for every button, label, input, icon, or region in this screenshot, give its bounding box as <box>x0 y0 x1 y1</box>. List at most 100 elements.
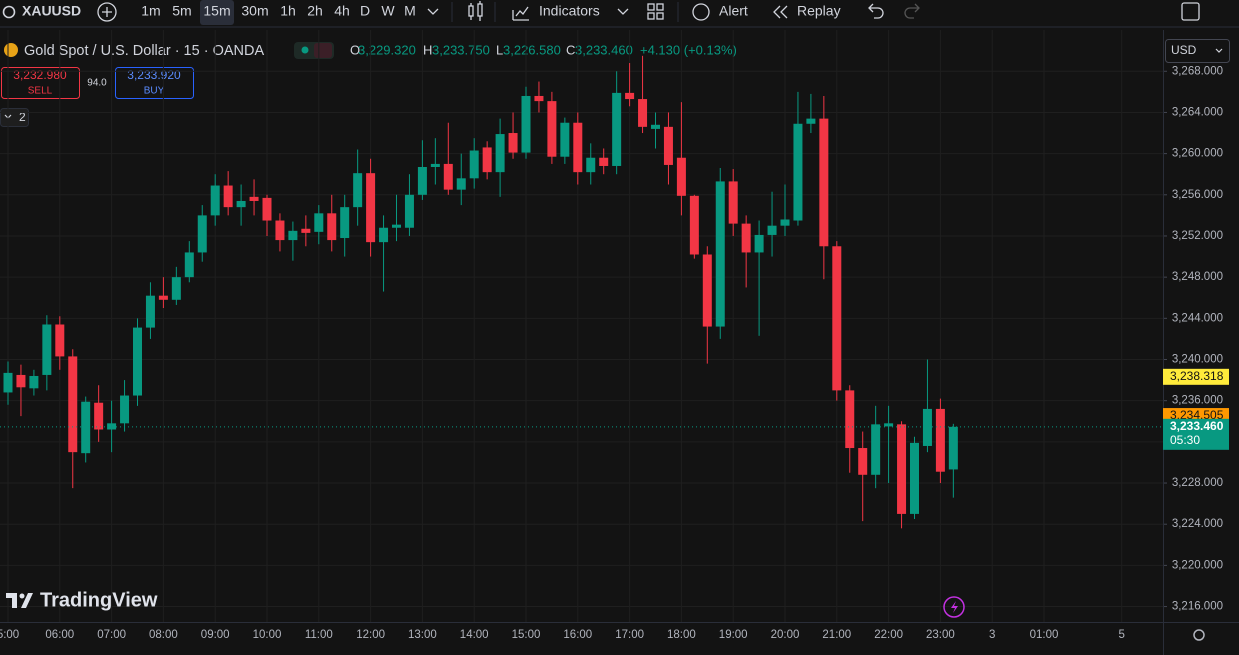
layout-icon[interactable] <box>647 3 664 20</box>
candle-body <box>573 122 583 173</box>
x-tick-label: 07:00 <box>97 629 126 641</box>
alert-icon <box>692 3 710 21</box>
candle-body <box>158 295 168 300</box>
candle-body <box>663 126 673 165</box>
candle-body <box>249 196 259 201</box>
candle-body <box>508 133 518 153</box>
candle-body <box>534 95 544 102</box>
candle-body <box>547 101 557 157</box>
candle-body <box>3 372 13 393</box>
price-tag-label: 3,234.505 <box>1170 408 1224 422</box>
price-tag-label: 3,233.460 <box>1170 419 1224 433</box>
candle-body <box>948 426 958 470</box>
candle-body <box>340 207 350 239</box>
x-tick-label: 5 <box>1118 629 1124 641</box>
interval-button[interactable]: 30m <box>241 3 268 19</box>
candle-body <box>638 99 648 127</box>
interval-button[interactable]: 1m <box>141 3 160 19</box>
x-tick-label: 01:00 <box>1030 629 1059 641</box>
buy-button[interactable] <box>115 67 194 99</box>
interval-button[interactable]: 2h <box>307 3 323 19</box>
x-tick-label: 12:00 <box>356 629 385 641</box>
candle-body <box>702 254 712 327</box>
spread: 94.0 <box>87 78 107 89</box>
fullscreen-button[interactable] <box>1181 2 1200 21</box>
ohlc-label: H <box>423 42 432 57</box>
x-tick-label: 10:00 <box>253 629 282 641</box>
buy-price: 3,233.920 <box>127 68 181 82</box>
compare-button[interactable] <box>97 2 117 22</box>
interval-button[interactable]: 5m <box>172 3 191 19</box>
y-tick-label: 3,228.000 <box>1172 477 1223 489</box>
interval-button[interactable]: 4h <box>334 3 350 19</box>
ohlc-label: O <box>350 42 360 57</box>
candle-body <box>327 213 337 241</box>
candle-body <box>884 423 894 427</box>
y-tick-label: 3,264.000 <box>1172 106 1223 118</box>
ohlc-label: C <box>566 42 575 57</box>
alert-button[interactable]: Alert <box>719 3 748 19</box>
flash-bolt <box>951 601 958 613</box>
y-tick-label: 3,256.000 <box>1172 189 1223 201</box>
x-tick-label: 16:00 <box>563 629 592 641</box>
candle-body <box>94 402 104 430</box>
x-tick-label: 08:00 <box>149 629 178 641</box>
indicators-icon <box>512 6 529 21</box>
redo-button[interactable] <box>904 3 920 19</box>
candle-body <box>910 442 919 514</box>
replay-button[interactable]: Replay <box>797 3 841 19</box>
candle-body <box>223 185 233 208</box>
currency-select[interactable] <box>1165 39 1230 63</box>
candle-body <box>366 173 376 243</box>
candle-body <box>171 277 181 300</box>
change: +4.130 (+0.13%) <box>640 42 737 57</box>
candle-body <box>793 123 803 221</box>
candle-body <box>767 225 777 235</box>
candle-body <box>935 408 945 472</box>
plus-icon <box>102 7 112 17</box>
interval-button[interactable]: M <box>404 3 416 19</box>
x-tick-label: 06:00 <box>45 629 74 641</box>
flash-icon[interactable] <box>943 596 965 618</box>
settings-button[interactable] <box>1193 629 1205 641</box>
interval-button[interactable]: 1h <box>280 3 296 19</box>
x-tick-label: 14:00 <box>460 629 489 641</box>
ohlc-value: 3,229.320 <box>358 42 416 57</box>
indicators-button[interactable]: Indicators <box>539 3 600 19</box>
candle-body <box>858 448 868 475</box>
brand: TradingView <box>40 589 158 611</box>
undo-button[interactable] <box>868 3 884 19</box>
interval-button[interactable]: D <box>360 3 370 19</box>
x-tick-label: 13:00 <box>408 629 437 641</box>
interval-button[interactable]: W <box>381 3 395 19</box>
candle-body <box>819 118 829 247</box>
candle-body <box>16 374 26 388</box>
chart-type-icon[interactable] <box>468 1 483 21</box>
candle-body <box>262 197 272 221</box>
active-interval-bg <box>200 0 234 25</box>
y-tick-label: 3,224.000 <box>1172 518 1223 530</box>
candle-body <box>301 228 311 233</box>
symbol-icon <box>4 43 18 57</box>
candle-body <box>715 181 725 327</box>
candle-body <box>314 213 324 232</box>
indicator-count: 2 <box>19 110 26 124</box>
interval-dropdown[interactable] <box>427 8 439 15</box>
interval-button[interactable]: 15m <box>203 3 230 19</box>
candle-body <box>456 178 466 190</box>
search-icon[interactable] <box>2 5 16 19</box>
candle-body <box>871 424 881 475</box>
candle-body <box>922 408 932 446</box>
indicators-dropdown[interactable] <box>617 8 629 15</box>
buy-label: BUY <box>144 86 165 97</box>
candle-body <box>599 157 609 166</box>
candle-body <box>832 246 842 391</box>
ohlc-value: 3,233.750 <box>432 42 490 57</box>
candle-body <box>392 224 401 228</box>
candle-body <box>404 194 414 228</box>
ohlc-value: 3,226.580 <box>503 42 561 57</box>
symbol[interactable]: XAUUSD <box>22 3 81 19</box>
x-tick-label: 18:00 <box>667 629 696 641</box>
